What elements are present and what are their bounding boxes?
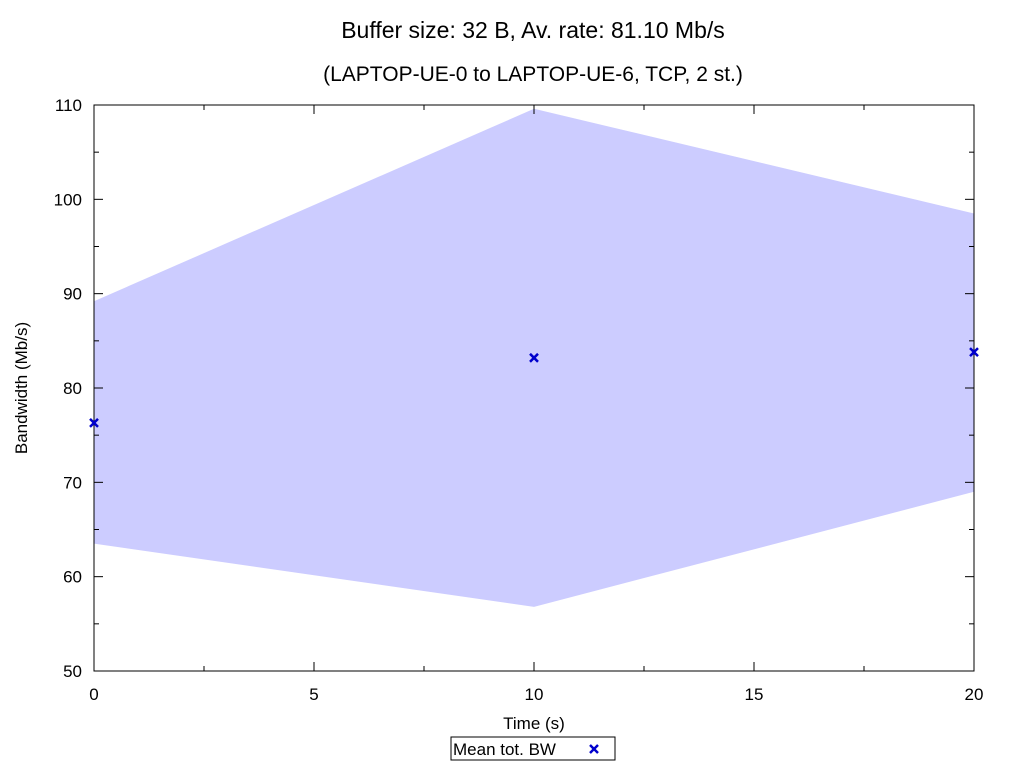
plot-frame <box>93 104 975 672</box>
legend-marker-icon <box>589 744 599 754</box>
data-point-marker <box>89 418 99 428</box>
legend: Mean tot. BW <box>450 736 616 761</box>
x-axis-label: Time (s) <box>503 714 565 733</box>
y-tick-label: 70 <box>63 473 82 492</box>
data-point-marker <box>969 347 979 358</box>
y-tick-labels: 50 60 70 80 90 100 110 <box>54 96 82 681</box>
y-tick-label: 90 <box>63 285 82 304</box>
y-tick-label: 80 <box>63 379 82 398</box>
series-markers <box>89 347 979 428</box>
chart-title: Buffer size: 32 B, Av. rate: 81.10 Mb/s <box>341 17 725 43</box>
y-tick-label: 60 <box>63 568 82 587</box>
legend-marker-x <box>589 744 599 754</box>
y-tick-label: 100 <box>54 190 82 209</box>
x-tick-label: 20 <box>965 685 984 704</box>
y-tick-label: 110 <box>55 96 82 115</box>
legend-entry-label: Mean tot. BW <box>453 740 556 759</box>
x-tick-label: 0 <box>89 685 98 704</box>
plot-area <box>89 104 979 672</box>
x-tick-label: 10 <box>525 685 544 704</box>
legend-box <box>450 736 616 761</box>
y-axis-label: Bandwidth (Mb/s) <box>12 322 31 454</box>
y-tick-label: 50 <box>63 662 82 681</box>
chart-subtitle: (LAPTOP-UE-0 to LAPTOP-UE-6, TCP, 2 st.) <box>323 63 743 86</box>
x-tick-labels: 0 5 10 15 20 <box>89 685 983 704</box>
x-tick-label: 5 <box>309 685 318 704</box>
x-tick-label: 15 <box>745 685 764 704</box>
data-point-marker <box>529 352 539 363</box>
